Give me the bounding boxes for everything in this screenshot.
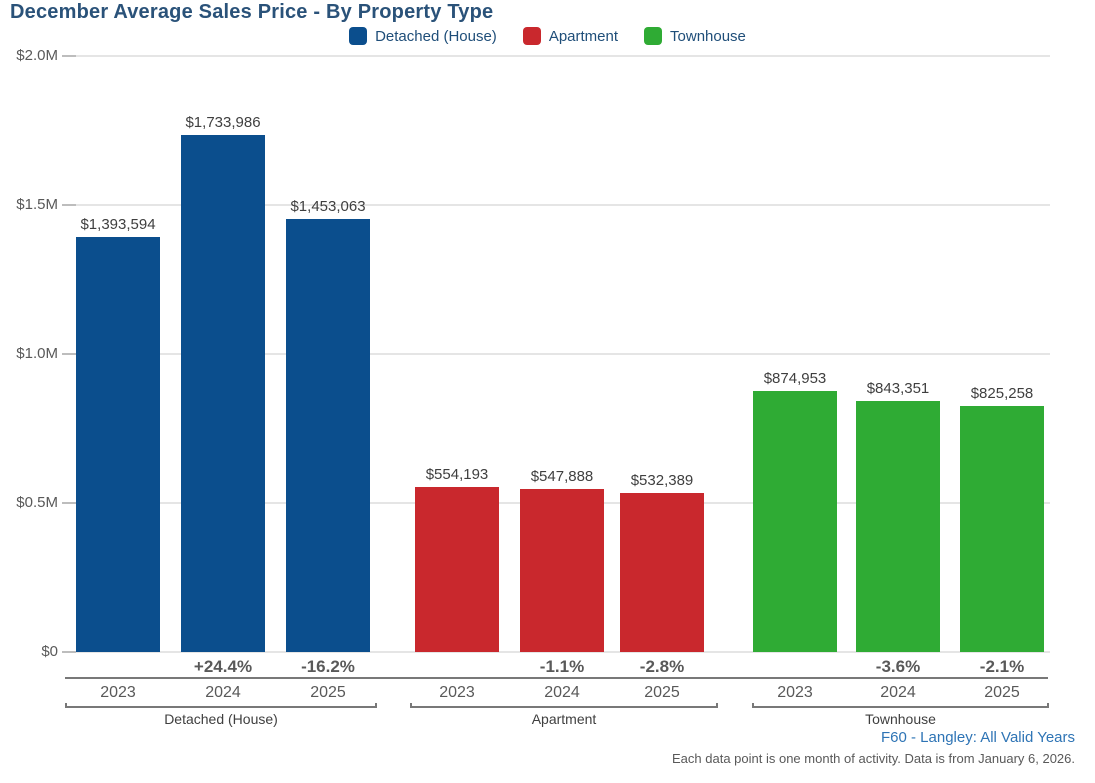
change-percent-label: +24.4%: [193, 657, 253, 676]
group-label-apartment: Apartment: [531, 711, 597, 727]
legend-label: Apartment: [548, 27, 619, 45]
legend-item-detached-house[interactable]: Detached (House): [349, 27, 497, 45]
bar-townhouse-2024[interactable]: [856, 400, 940, 652]
legend-label: Townhouse: [670, 27, 746, 45]
bar-value-label: $1,453,063: [290, 197, 366, 215]
legend-swatch-icon: [522, 27, 541, 45]
y-axis-tick: [62, 204, 76, 206]
bar-apartment-2025[interactable]: [620, 493, 704, 652]
group-bracket: [752, 703, 1049, 708]
x-axis-year-label: 2025: [310, 684, 346, 701]
group-bracket: [410, 703, 718, 708]
y-axis-label: $2.0M: [16, 47, 58, 64]
legend-swatch-icon: [349, 27, 368, 45]
chart-title: December Average Sales Price - By Proper…: [10, 1, 494, 23]
bar-value-label: $825,258: [970, 385, 1034, 403]
y-axis-tick: [62, 353, 76, 355]
legend-item-apartment[interactable]: Apartment: [522, 27, 619, 45]
legend-label: Detached (House): [375, 27, 497, 45]
gridline: [68, 204, 1050, 206]
gridline: [68, 651, 1050, 653]
bar-townhouse-2023[interactable]: [753, 391, 837, 652]
change-percent-label: -2.8%: [639, 657, 685, 676]
bar-detached-house-2025[interactable]: [286, 218, 370, 652]
bar-value-label: $554,193: [425, 465, 489, 483]
bar-value-label: $532,389: [630, 472, 694, 490]
bar-detached-house-2024[interactable]: [181, 135, 265, 652]
y-axis-label: $1.5M: [16, 196, 58, 213]
x-axis-year-label: 2023: [439, 684, 475, 701]
bar-apartment-2023[interactable]: [415, 486, 499, 652]
x-axis-year-label: 2025: [644, 684, 680, 701]
change-percent-label: -3.6%: [875, 657, 921, 676]
bar-detached-house-2023[interactable]: [76, 236, 160, 652]
footer-source-link[interactable]: F60 - Langley: All Valid Years: [880, 729, 1075, 746]
x-axis-year-label: 2024: [880, 684, 916, 701]
y-axis-tick: [62, 651, 76, 653]
x-axis-year-label: 2024: [544, 684, 580, 701]
legend-item-townhouse[interactable]: Townhouse: [644, 27, 746, 45]
footer: F60 - Langley: All Valid Years Each data…: [672, 729, 1075, 766]
x-axis-year-label: 2024: [205, 684, 241, 701]
bar-apartment-2024[interactable]: [520, 488, 604, 652]
gridline: [68, 55, 1050, 57]
footer-note: Each data point is one month of activity…: [672, 751, 1075, 766]
bar-value-label: $1,733,986: [185, 114, 261, 132]
bar-townhouse-2025[interactable]: [960, 406, 1044, 652]
gridline: [68, 353, 1050, 355]
bar-value-label: $874,953: [763, 370, 827, 388]
change-percent-label: -16.2%: [301, 657, 355, 676]
group-label-detached-house: Detached (House): [164, 711, 278, 727]
change-percent-label: -2.1%: [979, 657, 1025, 676]
y-axis-label: $1.0M: [16, 345, 58, 362]
x-axis-year-label: 2023: [777, 684, 813, 701]
x-axis-line: [65, 677, 1048, 679]
group-label-townhouse: Townhouse: [865, 711, 936, 727]
bar-value-label: $1,393,594: [80, 215, 156, 233]
legend-swatch-icon: [644, 27, 663, 45]
x-axis-year-label: 2023: [100, 684, 136, 701]
y-axis-tick: [62, 55, 76, 57]
change-percent-label: -1.1%: [539, 657, 585, 676]
x-axis-year-label: 2025: [984, 684, 1020, 701]
bar-value-label: $547,888: [530, 467, 594, 485]
y-axis-tick: [62, 502, 76, 504]
legend: Detached (House) Apartment Townhouse: [0, 27, 1095, 45]
bar-value-label: $843,351: [866, 379, 930, 397]
y-axis-label: $0: [41, 643, 58, 660]
group-bracket: [65, 703, 377, 708]
y-axis-label: $0.5M: [16, 494, 58, 511]
